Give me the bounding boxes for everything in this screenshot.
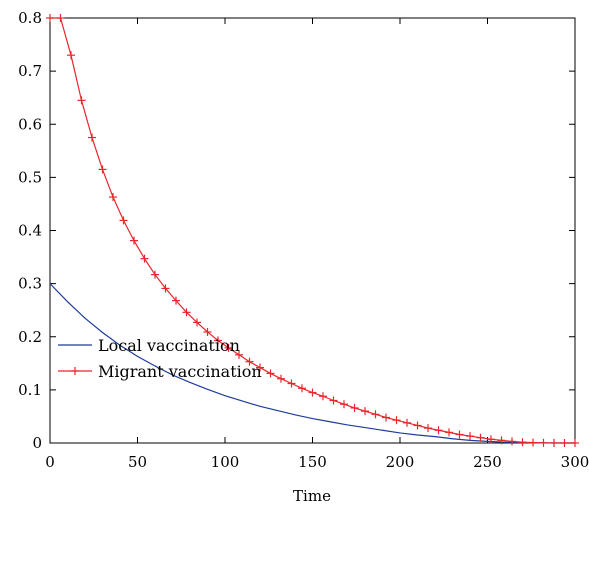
data-point-migrant-vaccination — [424, 424, 432, 433]
data-point-migrant-vaccination — [67, 51, 75, 60]
data-point-migrant-vaccination — [140, 254, 149, 263]
data-point-migrant-vaccination — [487, 435, 495, 444]
data-point-migrant-vaccination — [434, 426, 443, 435]
x-axis-title: Time — [293, 487, 331, 505]
data-point-migrant-vaccination — [266, 369, 275, 378]
data-point-migrant-vaccination — [46, 14, 54, 22]
y-tick-label: 0.2 — [18, 328, 42, 346]
data-point-migrant-vaccination — [571, 439, 579, 447]
legend: Local vaccination Migrant vaccination — [58, 336, 262, 381]
data-point-migrant-vaccination — [287, 379, 296, 388]
data-point-migrant-vaccination — [350, 403, 359, 412]
y-tick-label: 0.6 — [18, 115, 42, 133]
legend-label-migrant-vaccination: Migrant vaccination — [98, 362, 262, 381]
data-point-migrant-vaccination — [214, 336, 222, 345]
data-point-migrant-vaccination — [182, 308, 191, 317]
data-point-migrant-vaccination — [560, 439, 569, 447]
data-point-migrant-vaccination — [256, 363, 264, 372]
data-point-migrant-vaccination — [371, 410, 380, 419]
x-tick-label: 300 — [561, 453, 589, 471]
data-point-migrant-vaccination — [172, 296, 180, 305]
data-point-migrant-vaccination — [77, 96, 86, 105]
x-tick-label: 200 — [386, 453, 415, 471]
y-tick-label: 0.3 — [18, 275, 42, 293]
data-point-migrant-vaccination — [361, 407, 369, 416]
x-tick-label: 50 — [128, 453, 147, 471]
x-tick-label: 150 — [298, 453, 327, 471]
data-point-migrant-vaccination — [277, 374, 285, 383]
data-point-migrant-vaccination — [245, 357, 254, 366]
data-point-migrant-vaccination — [413, 421, 422, 430]
data-point-migrant-vaccination — [224, 343, 233, 352]
data-point-migrant-vaccination — [308, 388, 317, 397]
data-point-migrant-vaccination — [119, 216, 128, 225]
data-point-migrant-vaccination — [56, 14, 65, 22]
data-point-migrant-vaccination — [98, 165, 107, 174]
data-point-migrant-vaccination — [508, 437, 516, 446]
data-point-migrant-vaccination — [455, 430, 464, 439]
legend-label-local-vaccination: Local vaccination — [98, 336, 240, 355]
x-tick-label: 250 — [473, 453, 502, 471]
data-point-migrant-vaccination — [235, 350, 243, 359]
data-point-migrant-vaccination — [193, 318, 201, 327]
series-line-local-vaccination — [49, 283, 575, 444]
y-axis-ticks: 0 0.1 0.2 0.3 0.4 0.5 0.6 0.7 0.8 — [18, 9, 575, 452]
y-tick-label: 0.7 — [18, 62, 42, 80]
x-tick-label: 0 — [45, 453, 55, 471]
data-point-migrant-vaccination — [466, 432, 474, 441]
data-point-migrant-vaccination — [497, 436, 506, 445]
y-tick-label: 0.5 — [18, 168, 42, 186]
data-point-migrant-vaccination — [88, 133, 96, 142]
data-point-migrant-vaccination — [319, 392, 327, 401]
y-tick-label: 0 — [32, 434, 42, 452]
data-point-migrant-vaccination — [109, 193, 117, 202]
x-tick-label: 100 — [211, 453, 240, 471]
y-tick-label: 0.1 — [18, 381, 42, 399]
data-point-migrant-vaccination — [130, 236, 138, 245]
data-point-migrant-vaccination — [392, 416, 401, 425]
data-point-migrant-vaccination — [445, 428, 453, 437]
y-tick-label: 0.8 — [18, 9, 42, 27]
legend-marker-migrant-vaccination — [71, 367, 79, 375]
data-point-migrant-vaccination — [539, 438, 548, 447]
data-point-migrant-vaccination — [161, 284, 170, 293]
data-point-migrant-vaccination — [151, 270, 159, 279]
y-tick-label: 0.4 — [18, 222, 42, 240]
data-point-migrant-vaccination — [529, 438, 537, 447]
data-point-migrant-vaccination — [518, 438, 527, 447]
data-point-migrant-vaccination — [403, 418, 411, 427]
data-point-migrant-vaccination — [340, 400, 348, 409]
data-point-migrant-vaccination — [203, 327, 212, 336]
data-point-migrant-vaccination — [476, 433, 485, 442]
data-point-migrant-vaccination — [550, 438, 558, 447]
data-point-migrant-vaccination — [329, 396, 338, 405]
x-axis-ticks: 0 50 100 150 200 250 300 — [45, 18, 589, 471]
data-point-migrant-vaccination — [382, 413, 390, 422]
series-layer — [46, 14, 579, 447]
data-point-migrant-vaccination — [298, 384, 306, 393]
